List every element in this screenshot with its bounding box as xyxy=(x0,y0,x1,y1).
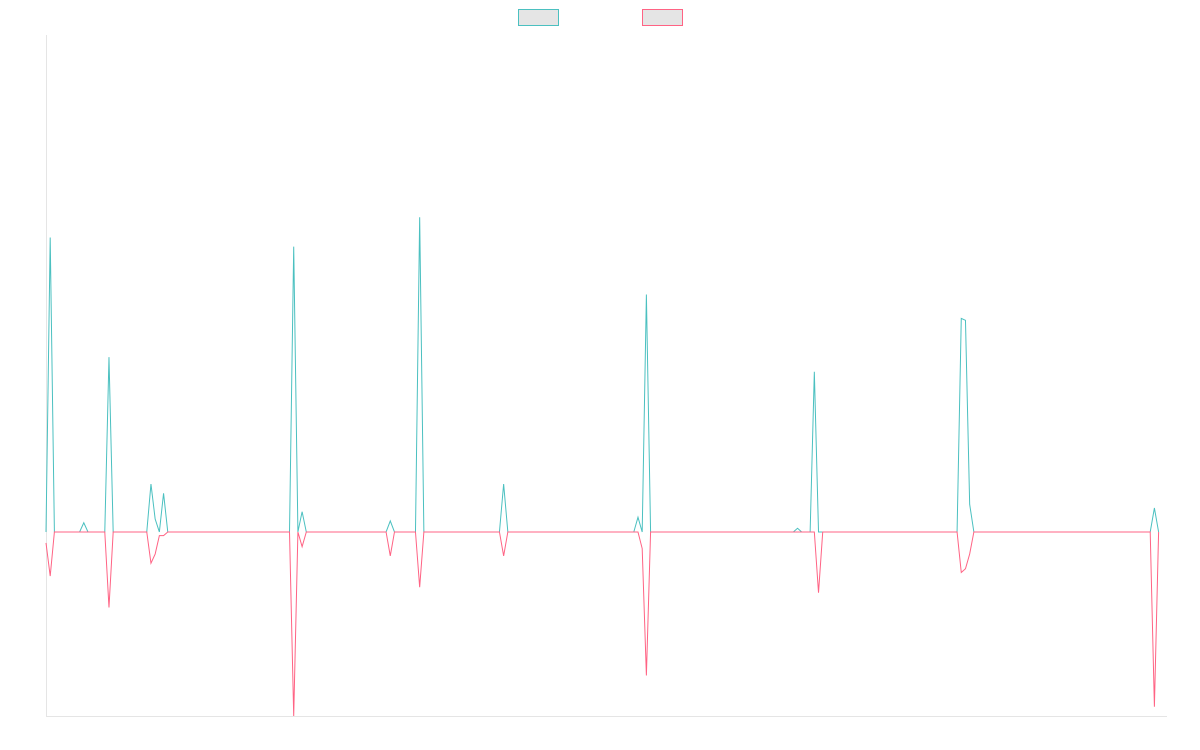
legend-swatch-1[interactable] xyxy=(518,9,559,26)
legend xyxy=(518,9,683,26)
series-group xyxy=(45,217,1160,717)
legend-swatch-2[interactable] xyxy=(642,9,683,26)
series-line-2 xyxy=(45,531,1160,717)
series-line-1 xyxy=(45,217,1160,533)
